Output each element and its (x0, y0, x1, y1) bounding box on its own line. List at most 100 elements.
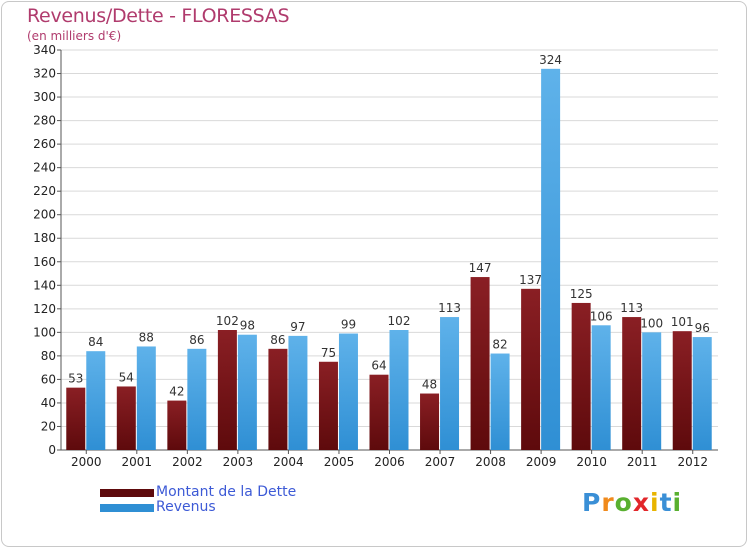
x-tick-label: 2007 (425, 455, 456, 469)
y-tick-label: 60 (41, 372, 56, 386)
data-label-revenus-2008: 82 (492, 338, 507, 352)
data-label-revenus-2002: 86 (189, 333, 204, 347)
data-label-revenus-2001: 88 (139, 330, 154, 344)
bar-dette-2002 (167, 400, 187, 450)
data-label-dette-2003: 102 (216, 314, 239, 328)
bar-revenus-2009 (541, 68, 561, 450)
legend-label-dette: Montant de la Dette (156, 484, 297, 500)
data-label-revenus-2012: 96 (695, 321, 710, 335)
data-label-dette-2004: 86 (270, 333, 285, 347)
y-tick-label: 180 (33, 231, 56, 245)
bar-revenus-2005 (338, 333, 358, 450)
x-tick-label: 2005 (324, 455, 355, 469)
x-tick-label: 2009 (526, 455, 557, 469)
proxiti-logo: Proxiti (582, 488, 682, 517)
logo-letter: i (672, 488, 683, 517)
bar-dette-2009 (521, 288, 541, 450)
x-tick-label: 2004 (273, 455, 304, 469)
x-tick-label: 2001 (122, 455, 153, 469)
y-tick-label: 80 (41, 349, 56, 363)
data-label-revenus-2011: 100 (640, 316, 663, 330)
data-label-revenus-2003: 98 (240, 319, 255, 333)
logo-letter: o (614, 488, 633, 517)
bar-dette-2010 (571, 302, 591, 450)
chart-title: Revenus/Dette - FLORESSAS (27, 5, 290, 27)
legend-label-revenus: Revenus (156, 499, 216, 515)
bar-revenus-2004 (288, 335, 308, 450)
data-label-dette-2007: 48 (422, 378, 437, 392)
y-tick-label: 320 (33, 67, 56, 81)
bar-dette-2005 (318, 361, 338, 450)
logo-letter: r (601, 488, 615, 517)
x-tick-label: 2002 (172, 455, 203, 469)
data-label-revenus-2000: 84 (88, 335, 103, 349)
y-tick-label: 100 (33, 325, 56, 339)
data-label-revenus-2009: 324 (539, 53, 562, 67)
bar-dette-2008 (470, 277, 490, 450)
bar-dette-2004 (268, 348, 288, 450)
bar-revenus-2011 (642, 332, 662, 450)
data-label-revenus-2004: 97 (290, 320, 305, 334)
bar-dette-2000 (66, 387, 86, 450)
chart-subtitle: (en milliers d'€) (27, 29, 122, 43)
y-tick-label: 160 (33, 255, 56, 269)
data-label-dette-2005: 75 (321, 346, 336, 360)
x-tick-label: 2003 (223, 455, 254, 469)
legend-swatch-revenus (100, 503, 154, 512)
y-tick-label: 280 (33, 114, 56, 128)
bar-dette-2003 (217, 330, 237, 450)
data-label-dette-2006: 64 (371, 359, 386, 373)
bar-revenus-2007 (440, 317, 460, 450)
x-tick-label: 2012 (677, 455, 708, 469)
data-label-dette-2002: 42 (169, 385, 184, 399)
x-tick-label: 2011 (627, 455, 658, 469)
bar-dette-2007 (420, 393, 440, 450)
bar-dette-2001 (116, 386, 136, 450)
y-tick-label: 120 (33, 302, 56, 316)
legend-item-dette: Montant de la Dette (100, 485, 296, 500)
x-tick-label: 2010 (576, 455, 607, 469)
data-label-dette-2001: 54 (119, 370, 134, 384)
logo-letter: t (659, 488, 673, 517)
legend-item-revenus: Revenus (100, 500, 296, 515)
data-label-dette-2008: 147 (469, 261, 492, 275)
bar-revenus-2006 (389, 330, 409, 450)
bar-revenus-2002 (187, 348, 207, 450)
data-label-dette-2010: 125 (570, 287, 593, 301)
logo-letter: i (650, 488, 660, 517)
y-tick-label: 0 (48, 443, 56, 457)
bar-revenus-2010 (591, 325, 611, 450)
bar-revenus-2003 (237, 334, 257, 450)
bars (66, 68, 712, 450)
legend: Montant de la Dette Revenus (100, 485, 296, 515)
y-tick-label: 140 (33, 278, 56, 292)
bar-revenus-2001 (136, 346, 156, 450)
y-tick-label: 340 (33, 43, 56, 57)
legend-swatch-dette (100, 488, 154, 497)
data-label-revenus-2007: 113 (438, 301, 461, 315)
y-tick-label: 200 (33, 208, 56, 222)
data-label-dette-2000: 53 (68, 372, 83, 386)
data-label-revenus-2010: 106 (590, 309, 613, 323)
y-tick-label: 260 (33, 137, 56, 151)
bar-revenus-2012 (692, 337, 712, 450)
bar-dette-2006 (369, 374, 389, 450)
y-tick-label: 20 (41, 419, 56, 433)
bar-dette-2012 (672, 331, 692, 450)
data-label-revenus-2005: 99 (341, 318, 356, 332)
bar-revenus-2008 (490, 353, 510, 450)
logo-letter: P (582, 488, 602, 517)
data-label-dette-2011: 113 (620, 301, 643, 315)
bar-dette-2011 (622, 317, 642, 450)
data-label-revenus-2006: 102 (388, 314, 411, 328)
data-label-dette-2012: 101 (671, 315, 694, 329)
y-tick-label: 40 (41, 396, 56, 410)
y-tick-label: 300 (33, 90, 56, 104)
y-tick-label: 220 (33, 184, 56, 198)
x-tick-label: 2008 (475, 455, 506, 469)
y-tick-label: 240 (33, 161, 56, 175)
x-tick-label: 2000 (71, 455, 102, 469)
